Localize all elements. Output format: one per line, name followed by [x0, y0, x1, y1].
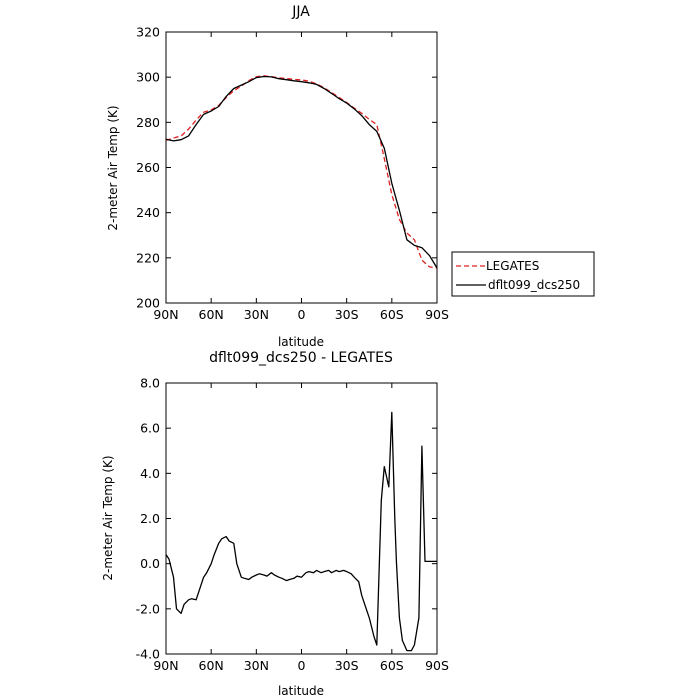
top-panel-y-axis-label: 2-meter Air Temp (K) — [106, 105, 120, 230]
legend-label-dflt099-dcs250: dflt099_dcs250 — [488, 278, 580, 292]
bottom-series-line-0 — [165, 411, 437, 652]
top-y-tick-label: 320 — [136, 25, 160, 40]
top-panel-y-ticks: 200 220 240 260 280 300 320 — [136, 25, 437, 311]
top-x-tick-label: 60S — [380, 307, 404, 322]
top-x-tick-label: 30S — [335, 307, 359, 322]
top-y-tick-label: 220 — [136, 250, 160, 265]
top-y-tick-label: 300 — [136, 70, 160, 85]
legend-label-legates: LEGATES — [486, 259, 539, 273]
bottom-plot-frame — [165, 382, 438, 655]
bottom-panel-x-ticks: 90N 60N 30N 0 30S 60S 90S — [153, 383, 449, 673]
top-y-tick-label: 200 — [136, 296, 160, 311]
bottom-panel-y-axis-label: 2-meter Air Temp (K) — [101, 455, 115, 580]
legend-box — [451, 251, 595, 297]
bottom-panel-x-axis-label: latitude — [278, 684, 324, 698]
top-x-tick-label: 90N — [153, 307, 178, 322]
bottom-x-tick-label: 30N — [244, 658, 269, 673]
bottom-panel-series — [165, 411, 437, 652]
top-y-tick-label: 240 — [136, 205, 160, 220]
bottom-x-tick-label: 60N — [199, 658, 224, 673]
bottom-x-tick-label: 60S — [380, 658, 404, 673]
bottom-panel-y-ticks: -4.0 -2.0 0.0 2.0 4.0 6.0 8.0 — [136, 376, 437, 662]
bottom-panel: dflt099_dcs250 - LEGATES latitude 2-mete… — [101, 350, 449, 698]
bottom-y-tick-label: -4.0 — [136, 647, 160, 662]
top-x-tick-label: 60N — [199, 307, 224, 322]
top-panel-series — [165, 75, 438, 269]
top-plot-frame — [165, 31, 438, 304]
top-panel-x-ticks: 90N 60N 30N 0 30S 60S 90S — [153, 32, 449, 322]
bottom-x-tick-label: 30S — [335, 658, 359, 673]
top-x-tick-label: 30N — [244, 307, 269, 322]
bottom-panel-title: dflt099_dcs250 - LEGATES — [209, 350, 393, 366]
bottom-x-tick-label: 0 — [298, 658, 306, 673]
bottom-y-tick-label: 0.0 — [140, 556, 160, 571]
bottom-y-tick-label: 2.0 — [140, 511, 160, 526]
bottom-x-tick-label: 90N — [153, 658, 178, 673]
top-series-line-0 — [165, 75, 438, 269]
bottom-y-tick-label: 8.0 — [140, 376, 160, 391]
top-series-line-1 — [165, 75, 438, 269]
legend: LEGATES dflt099_dcs250 — [451, 251, 595, 297]
bottom-y-tick-label: 4.0 — [140, 466, 160, 481]
top-panel-x-axis-label: latitude — [278, 335, 324, 349]
bottom-x-tick-label: 90S — [425, 658, 449, 673]
top-y-tick-label: 260 — [136, 160, 160, 175]
bottom-y-tick-label: -2.0 — [136, 601, 160, 616]
bottom-y-tick-label: 6.0 — [140, 421, 160, 436]
top-x-tick-label: 0 — [298, 307, 306, 322]
top-panel-title: JJA — [291, 4, 310, 20]
top-x-tick-label: 90S — [425, 307, 449, 322]
top-panel: JJA latitude 2-meter Air Temp (K) 90N 60N… — [106, 4, 595, 349]
top-y-tick-label: 280 — [136, 115, 160, 130]
